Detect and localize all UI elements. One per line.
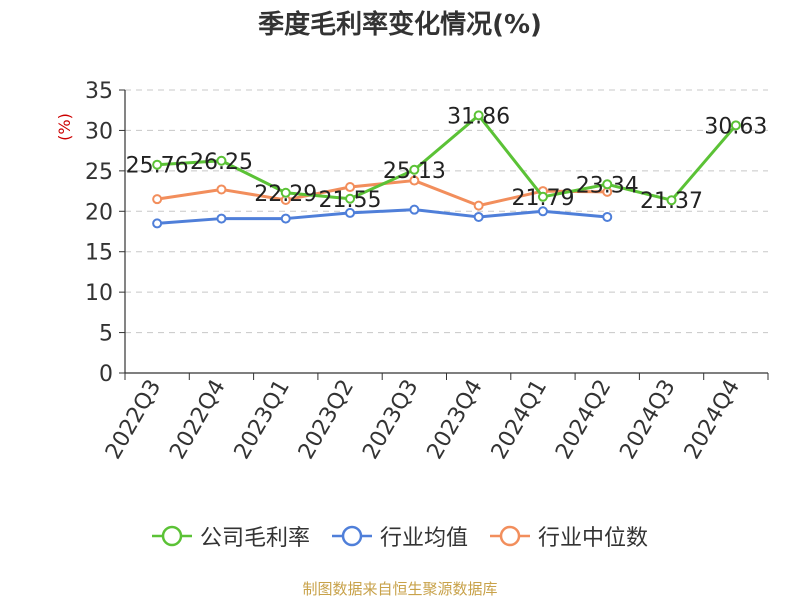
series-0-point bbox=[602, 179, 613, 190]
y-axis-label: (%) bbox=[55, 113, 74, 141]
series-2-point bbox=[345, 182, 356, 193]
data-label: 26.25 bbox=[190, 150, 253, 175]
x-tick-label: 2024Q4 bbox=[680, 376, 745, 464]
x-tick-label: 2023Q2 bbox=[294, 376, 359, 464]
legend-label: 行业均值 bbox=[379, 526, 468, 551]
y-tick-label: 30 bbox=[85, 119, 113, 144]
legend-label: 公司毛利率 bbox=[199, 526, 310, 551]
series-0-point bbox=[666, 195, 677, 206]
y-tick-label: 25 bbox=[85, 160, 113, 185]
series-2-point bbox=[409, 175, 420, 186]
data-label: 21.37 bbox=[640, 189, 703, 214]
source-note: 制图数据来自恒生聚源数据库 bbox=[302, 580, 498, 598]
data-label: 23.34 bbox=[576, 173, 639, 198]
series-1-point bbox=[473, 211, 484, 222]
series-0-point bbox=[216, 155, 227, 166]
series-2-point bbox=[473, 200, 484, 211]
series-0-point bbox=[280, 187, 291, 198]
series-1-point bbox=[602, 211, 613, 222]
axes: 051015202530352022Q32022Q42023Q12023Q220… bbox=[85, 79, 769, 464]
legend-item[interactable]: 行业中位数 bbox=[490, 520, 648, 552]
y-tick-label: 15 bbox=[85, 241, 113, 266]
y-tick-label: 10 bbox=[85, 281, 113, 306]
x-tick-label: 2023Q4 bbox=[423, 376, 488, 464]
data-label: 22.29 bbox=[254, 182, 317, 207]
legend-item[interactable]: 公司毛利率 bbox=[151, 520, 310, 552]
series-0-point bbox=[730, 120, 741, 131]
series-1-point bbox=[216, 213, 227, 224]
series-0-point bbox=[409, 164, 420, 175]
series-0-point bbox=[473, 110, 484, 121]
series-0-point bbox=[537, 191, 548, 202]
legend-item[interactable]: 行业均值 bbox=[331, 520, 468, 552]
data-label: 25.76 bbox=[126, 154, 189, 179]
data-label: 31.86 bbox=[447, 104, 510, 129]
series-layer bbox=[152, 110, 741, 229]
grid-lines bbox=[125, 89, 768, 334]
data-label: 21.79 bbox=[511, 186, 574, 211]
legend: 公司毛利率 行业均值 行业中位数 bbox=[0, 520, 800, 552]
series-1-point bbox=[345, 207, 356, 218]
chart-title: 季度毛利率变化情况(%) bbox=[258, 10, 542, 40]
y-tick-label: 20 bbox=[85, 200, 113, 225]
series-1-point bbox=[537, 206, 548, 217]
data-label: 30.63 bbox=[704, 114, 767, 139]
series-1-point bbox=[152, 218, 163, 229]
y-tick-label: 0 bbox=[99, 362, 113, 387]
x-tick-label: 2022Q4 bbox=[165, 376, 230, 464]
legend-swatch bbox=[151, 525, 192, 547]
y-tick-label: 5 bbox=[99, 322, 113, 347]
x-tick-label: 2024Q1 bbox=[487, 376, 552, 464]
series-1-line bbox=[157, 208, 608, 225]
data-label: 21.55 bbox=[319, 188, 382, 213]
series-0-point bbox=[345, 193, 356, 204]
y-tick-label: 35 bbox=[85, 79, 113, 104]
legend-swatch bbox=[490, 525, 530, 547]
series-0-point bbox=[152, 159, 163, 170]
x-tick-label: 2023Q1 bbox=[230, 376, 295, 464]
series-1-point bbox=[280, 213, 291, 224]
legend-label: 行业中位数 bbox=[538, 526, 649, 551]
x-tick-label: 2023Q3 bbox=[358, 376, 423, 464]
series-2-point bbox=[152, 194, 163, 205]
x-tick-label: 2024Q2 bbox=[551, 376, 616, 464]
series-0-line bbox=[157, 113, 737, 202]
series-1-point bbox=[409, 204, 420, 215]
series-2-point bbox=[216, 184, 227, 195]
data-label: 25.13 bbox=[383, 159, 446, 184]
x-tick-label: 2022Q3 bbox=[101, 376, 166, 464]
legend-swatch bbox=[331, 525, 372, 547]
x-tick-label: 2024Q3 bbox=[615, 376, 680, 464]
